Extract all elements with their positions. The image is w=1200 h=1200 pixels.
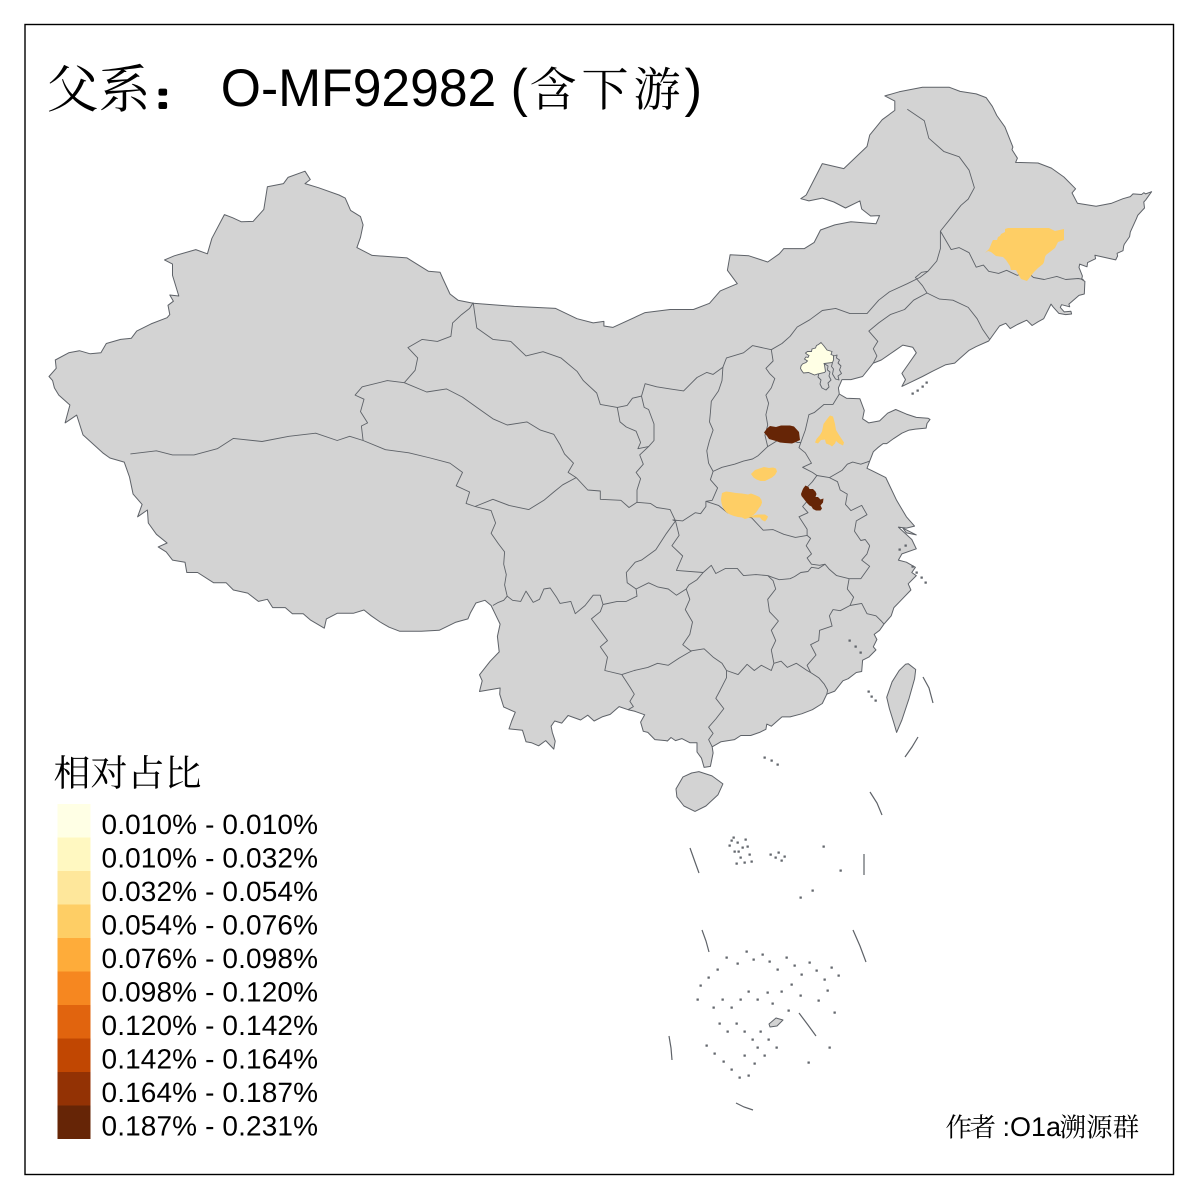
svg-text:0.032% - 0.054%: 0.032% - 0.054% xyxy=(102,876,319,907)
svg-text:0.010% - 0.032%: 0.010% - 0.032% xyxy=(102,843,319,874)
svg-text:0.054% - 0.076%: 0.054% - 0.076% xyxy=(102,910,319,941)
svg-text:0.164% - 0.187%: 0.164% - 0.187% xyxy=(102,1077,319,1108)
svg-text:0.120% - 0.142%: 0.120% - 0.142% xyxy=(102,1010,319,1041)
svg-text:0.076% - 0.098%: 0.076% - 0.098% xyxy=(102,943,319,974)
svg-text:0.142% - 0.164%: 0.142% - 0.164% xyxy=(102,1044,319,1075)
svg-text:0.010% - 0.010%: 0.010% - 0.010% xyxy=(102,809,319,840)
svg-text:O-MF92982 (: O-MF92982 ( xyxy=(221,59,528,118)
svg-text:0.187% - 0.231%: 0.187% - 0.231% xyxy=(102,1111,319,1142)
svg-text::O1a: :O1a xyxy=(1003,1112,1063,1142)
svg-text:): ) xyxy=(685,59,703,118)
svg-text:0.098% - 0.120%: 0.098% - 0.120% xyxy=(102,977,319,1008)
